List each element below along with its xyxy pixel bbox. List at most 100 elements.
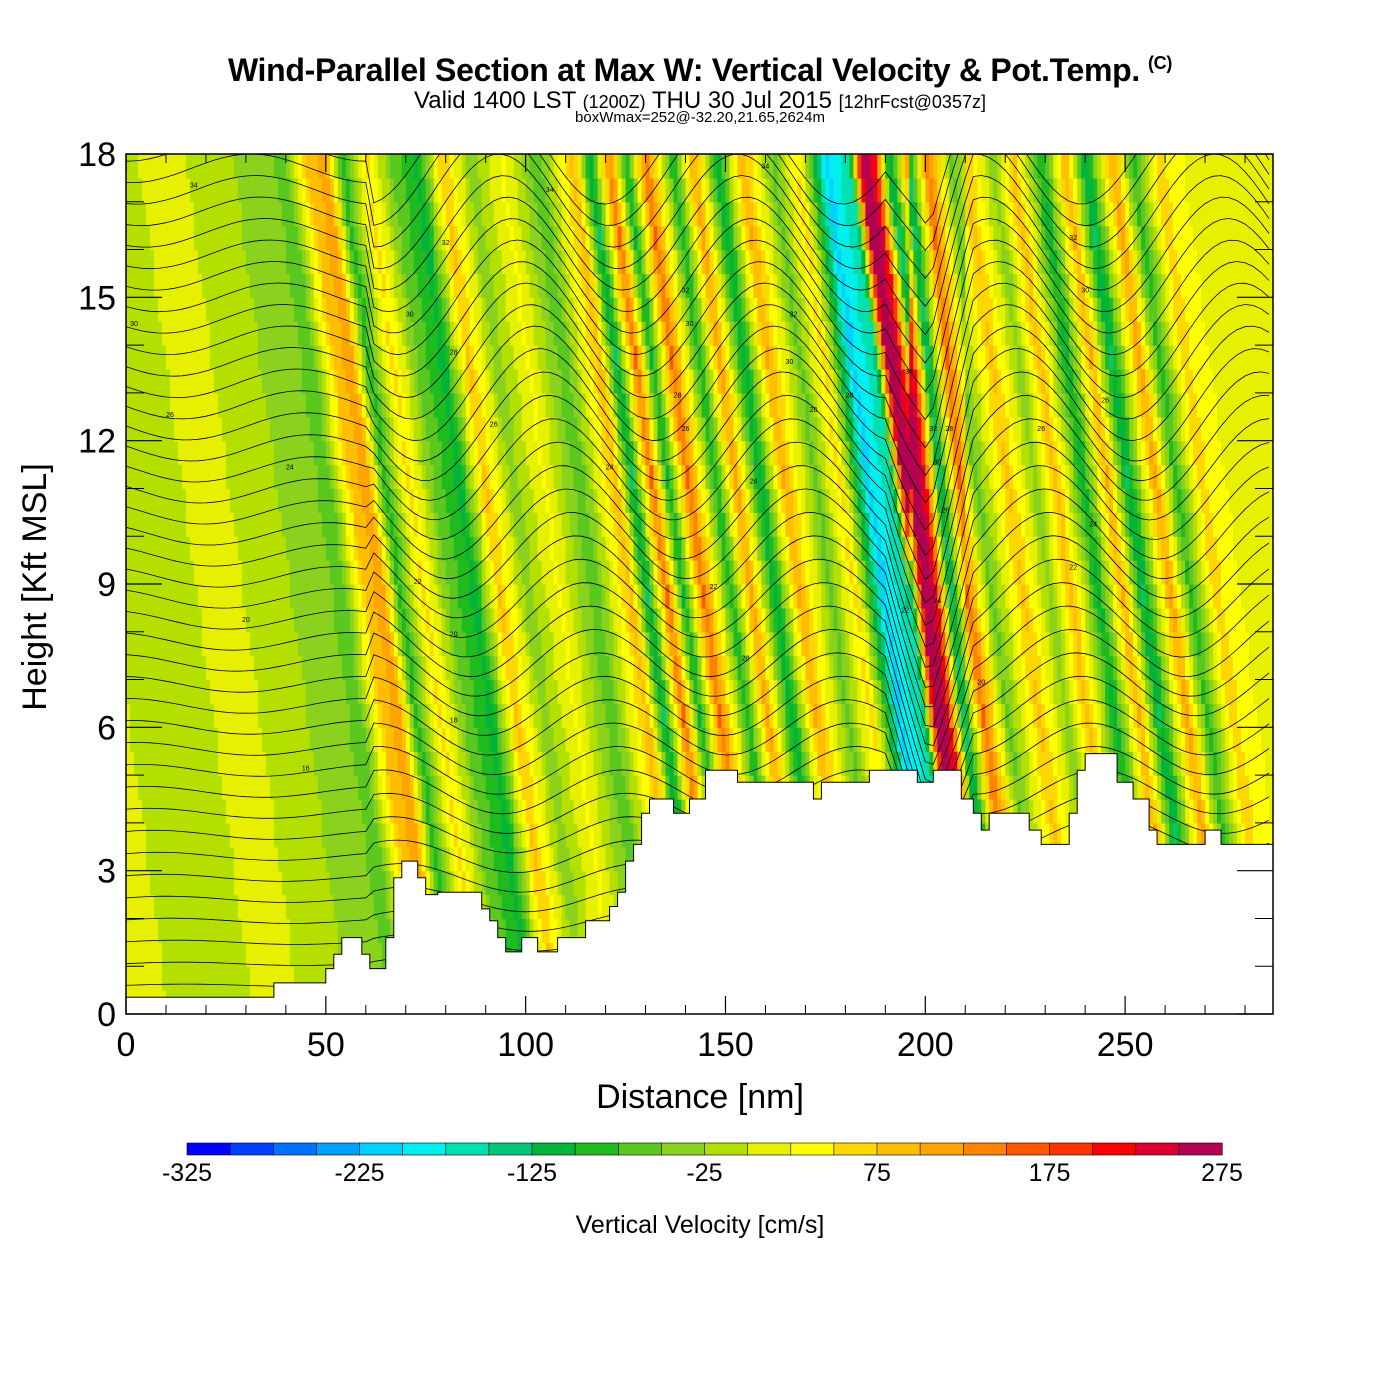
velocity-cell	[1097, 631, 1102, 657]
velocity-cell	[417, 775, 423, 800]
velocity-cell	[997, 799, 1002, 824]
velocity-cell	[1173, 703, 1178, 728]
velocity-cell	[941, 727, 946, 752]
velocity-cell	[413, 775, 419, 800]
velocity-cell	[805, 655, 810, 681]
velocity-cell	[525, 918, 531, 943]
velocity-cell	[1085, 703, 1090, 728]
velocity-cell	[265, 822, 271, 848]
velocity-cell	[613, 775, 619, 800]
velocity-cell	[917, 679, 922, 705]
velocity-cell	[941, 751, 946, 776]
velocity-cell	[617, 799, 623, 824]
velocity-cell	[733, 703, 739, 728]
velocity-cell	[537, 846, 543, 872]
velocity-cell	[245, 894, 251, 920]
velocity-cell	[233, 966, 239, 991]
velocity-cell	[225, 966, 231, 991]
velocity-cell	[549, 631, 555, 657]
velocity-cell	[429, 870, 435, 896]
velocity-cell	[937, 679, 942, 705]
velocity-cell	[753, 631, 759, 657]
velocity-cell	[277, 894, 283, 920]
velocity-cell	[1053, 655, 1058, 681]
velocity-cell	[209, 679, 215, 705]
velocity-cell	[621, 703, 627, 728]
velocity-cell	[321, 727, 327, 752]
velocity-cell	[729, 607, 735, 633]
velocity-cell	[565, 607, 571, 633]
velocity-cell	[477, 679, 483, 705]
velocity-cell	[669, 679, 675, 705]
velocity-cell	[413, 846, 419, 872]
velocity-cell	[1037, 703, 1042, 728]
velocity-cell	[1197, 775, 1202, 800]
velocity-cell	[1129, 607, 1134, 633]
velocity-cell	[150, 822, 155, 848]
velocity-cell	[869, 703, 874, 728]
velocity-cell	[1257, 775, 1262, 800]
velocity-cell	[525, 799, 531, 824]
velocity-cell	[225, 655, 231, 681]
velocity-cell	[617, 775, 623, 800]
velocity-cell	[150, 703, 155, 728]
velocity-cell	[545, 584, 551, 609]
velocity-cell	[297, 822, 303, 848]
velocity-cell	[897, 751, 902, 776]
velocity-cell	[1185, 607, 1190, 633]
velocity-cell	[174, 894, 179, 920]
velocity-cell	[1013, 727, 1018, 752]
velocity-cell	[1057, 655, 1062, 681]
velocity-cell	[741, 751, 747, 776]
velocity-cell	[249, 655, 255, 681]
velocity-cell	[1201, 607, 1206, 633]
velocity-cell	[381, 607, 387, 633]
velocity-cell	[130, 942, 135, 967]
velocity-cell	[1177, 775, 1182, 800]
velocity-cell	[545, 918, 551, 943]
velocity-cell	[1013, 703, 1018, 728]
velocity-cell	[497, 679, 503, 705]
velocity-cell	[166, 655, 171, 681]
velocity-cell	[877, 727, 882, 752]
velocity-cell	[449, 631, 455, 657]
velocity-cell	[1241, 799, 1246, 824]
velocity-cell	[249, 918, 255, 943]
velocity-cell	[817, 703, 822, 728]
velocity-cell	[1033, 775, 1038, 800]
velocity-cell	[537, 822, 543, 848]
velocity-cell	[829, 679, 834, 705]
velocity-cell	[541, 751, 547, 776]
velocity-cell	[669, 775, 675, 800]
velocity-cell	[777, 679, 782, 705]
velocity-cell	[178, 822, 183, 848]
velocity-cell	[465, 703, 471, 728]
velocity-cell	[789, 655, 794, 681]
velocity-cell	[261, 607, 267, 633]
velocity-cell	[605, 727, 611, 752]
velocity-cell	[313, 584, 319, 609]
velocity-cell	[249, 607, 255, 633]
velocity-cell	[281, 655, 287, 681]
velocity-cell	[785, 703, 790, 728]
velocity-cell	[1209, 631, 1214, 657]
velocity-cell	[945, 607, 950, 633]
velocity-cell	[249, 799, 255, 824]
velocity-cell	[393, 655, 399, 681]
velocity-cell	[569, 703, 575, 728]
velocity-cell	[170, 655, 175, 681]
velocity-cell	[369, 679, 375, 705]
velocity-cell	[321, 584, 327, 609]
velocity-cell	[1013, 655, 1018, 681]
velocity-cell	[513, 870, 519, 896]
velocity-cell	[142, 727, 147, 752]
velocity-cell	[637, 727, 643, 752]
velocity-cell	[297, 942, 303, 967]
velocity-cell	[765, 727, 770, 752]
velocity-cell	[749, 751, 755, 776]
velocity-cell	[621, 822, 627, 848]
velocity-cell	[597, 846, 603, 872]
velocity-cell	[361, 799, 367, 824]
velocity-cell	[1117, 751, 1122, 776]
velocity-cell	[609, 607, 615, 633]
